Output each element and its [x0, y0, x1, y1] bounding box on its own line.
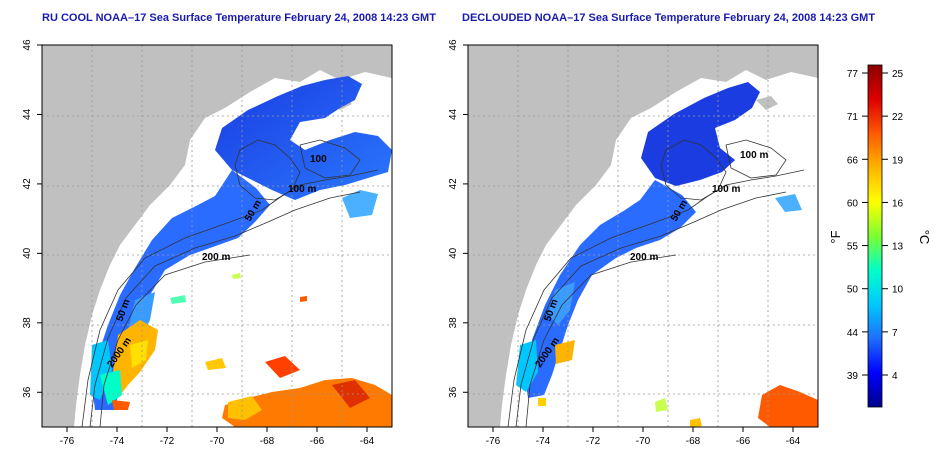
- colorbar-f-label: °F: [828, 230, 843, 243]
- panel2-lat-tick-label: 46: [448, 39, 459, 51]
- panel2-lat-tick-label: 44: [448, 108, 459, 120]
- panel1-contour-label: 200 m: [202, 252, 230, 263]
- panel1-lon-tick-label: -76: [60, 436, 75, 447]
- panel1-lat-tick-label: 46: [22, 39, 33, 51]
- panel2-contour-label: 100 m: [740, 150, 768, 161]
- panel2-sst-gulf-maine: [641, 82, 760, 186]
- panel2-contour-label: 100 m: [712, 184, 740, 195]
- colorbar-c-tick: 19: [892, 155, 904, 166]
- panel2-sst-patch: [555, 340, 575, 364]
- panel1-contour-label: 100 m: [288, 184, 316, 195]
- panel1-sst-patch: [112, 400, 130, 410]
- colorbar-c-label: °C: [917, 230, 932, 245]
- colorbar-c-tick: 16: [892, 198, 904, 209]
- panel2-sst-patch: [690, 418, 702, 427]
- panel1-lon-tick-label: -72: [160, 436, 175, 447]
- panel2-sst-patch: [775, 194, 802, 212]
- panel1-lon-tick-label: -70: [210, 436, 225, 447]
- panel1-lat-tick-label: 36: [22, 386, 33, 398]
- colorbar-c-tick: 4: [892, 371, 898, 382]
- panel1-sst-patch: [205, 358, 226, 370]
- colorbar-f-tick: 39: [847, 371, 859, 382]
- colorbar-f-tick: 60: [847, 198, 859, 209]
- panel1-lat-tick-label: 44: [22, 108, 33, 120]
- colorbar: °F °C 77 71 66 60 55 50 44 39 25 22 19 16 13 10 7 4: [828, 64, 932, 408]
- panel2-lat-tick-label: 42: [448, 178, 459, 190]
- panel2-lon-tick-label: -64: [786, 436, 801, 447]
- panel1-sst-shelf: [92, 170, 270, 410]
- panel1-sst-patch: [130, 340, 148, 368]
- panel1-land: [42, 45, 392, 427]
- colorbar-f-tick: 66: [847, 155, 859, 166]
- panel2-lon-tick-label: -66: [736, 436, 751, 447]
- panel1-lon-tick-label: -64: [360, 436, 375, 447]
- colorbar-f-tick: 44: [847, 328, 859, 339]
- colorbar-f-tick: 50: [847, 285, 859, 296]
- panel1-sst-patch: [300, 296, 307, 302]
- panel2-sst-patch: [516, 340, 538, 392]
- panel1-sst-patch: [232, 273, 241, 279]
- panel2-lat-tick-label: 36: [448, 386, 459, 398]
- panel2-sst-patch: [655, 398, 668, 412]
- panel2-lat-tick-label: 38: [448, 317, 459, 329]
- panel1-sst-patch: [170, 295, 186, 304]
- colorbar-f-tick: 77: [847, 69, 859, 80]
- panel1-sst-patch: [332, 380, 370, 408]
- colorbar-c-tick: 22: [892, 112, 904, 123]
- panel2-contours: [507, 139, 805, 427]
- panel2-lon-tick-label: -70: [636, 436, 651, 447]
- panel1-lon-tick-label: -66: [310, 436, 325, 447]
- colorbar-scale: [867, 64, 883, 408]
- panel1-sst-patch: [228, 396, 262, 420]
- panel2-sst-offshore: [758, 385, 818, 427]
- panel2-lon-tick-label: -72: [586, 436, 601, 447]
- colorbar-f-tick: 55: [847, 242, 859, 253]
- panel1-lat-tick-label: 42: [22, 178, 33, 190]
- panel2-lon-tick-label: -74: [536, 436, 551, 447]
- panel2-lon-tick-label: -68: [686, 436, 701, 447]
- panel2-lon-tick-label: -76: [486, 436, 501, 447]
- colorbar-c-tick: 7: [892, 328, 898, 339]
- panel1-grid: [42, 45, 392, 427]
- panel2-sst-shelf: [524, 180, 696, 398]
- panel1-lat-tick-label: 40: [22, 247, 33, 259]
- panel2-sst-patch: [538, 398, 546, 406]
- panel2-contour-label: 200 m: [630, 252, 658, 263]
- panel1-sst-patch: [342, 190, 378, 218]
- panel1-sst-gulf-maine: [215, 76, 392, 200]
- panel2-grid: [468, 45, 818, 427]
- colorbar-c-tick: 13: [892, 242, 904, 253]
- panel1-contour-label: 100: [310, 154, 327, 165]
- colorbar-c-tick: 10: [892, 285, 904, 296]
- colorbar-f-tick: 71: [847, 112, 859, 123]
- panel2-sst-patch: [548, 282, 575, 325]
- panel2-title: DECLOUDED NOAA–17 Sea Surface Temperatur…: [462, 12, 876, 24]
- panel2-island: [756, 96, 778, 110]
- panel1-lon-tick-label: -68: [260, 436, 275, 447]
- panel1-lon-tick-label: -74: [110, 436, 125, 447]
- panel1-sst-patch: [265, 356, 300, 378]
- colorbar-c-tick: 25: [892, 69, 904, 80]
- panel2-land: [468, 45, 818, 427]
- panel1-title: RU COOL NOAA–17 Sea Surface Temperature …: [42, 12, 436, 24]
- panel2-lat-tick-label: 40: [448, 247, 459, 259]
- panel1-lat-tick-label: 38: [22, 317, 33, 329]
- panel1-sst-patch: [100, 370, 122, 405]
- panel1-contours: [81, 139, 379, 427]
- panel1-sst-patch: [90, 340, 112, 400]
